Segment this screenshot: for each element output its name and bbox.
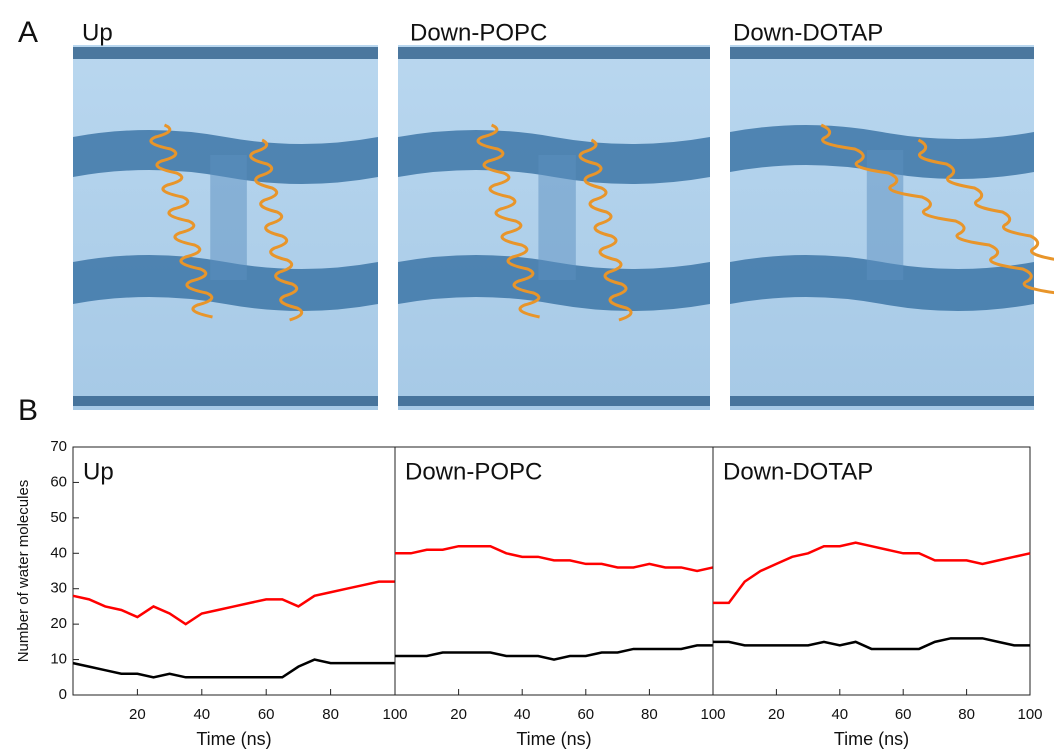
plot-frame <box>72 446 396 696</box>
x-tick-label: 100 <box>382 706 407 723</box>
membrane-band <box>73 396 378 406</box>
render-panels: Up Down-POPC Down-DOTAP <box>73 19 1054 410</box>
protein-helix <box>149 123 214 319</box>
y-tick-label: 30 <box>50 580 67 597</box>
chart-title: Up <box>83 458 114 485</box>
y-axis-label: Number of water molecules <box>15 480 32 663</box>
x-tick-label: 40 <box>514 706 531 723</box>
data-line <box>72 658 395 679</box>
membrane-band <box>398 47 710 59</box>
headgroup-layer <box>73 255 378 311</box>
image-label: Up <box>82 19 113 46</box>
data-line <box>713 637 1030 651</box>
data-line <box>395 644 713 661</box>
x-tick-label: 60 <box>895 706 912 723</box>
y-tick-label: 0 <box>59 686 67 703</box>
y-tick-label: 60 <box>50 473 67 490</box>
data-line <box>72 580 395 626</box>
image-label: Down-POPC <box>410 19 547 46</box>
x-axis-label: Time (ns) <box>196 729 271 749</box>
data-line <box>395 544 714 573</box>
y-tick-label: 10 <box>50 651 67 668</box>
x-tick-label: 40 <box>193 706 210 723</box>
chart-title: Down-POPC <box>405 458 542 485</box>
membrane-band <box>73 47 378 59</box>
x-tick-label: 40 <box>831 706 848 723</box>
water-channel <box>538 155 576 280</box>
y-tick-label: 20 <box>50 615 67 632</box>
x-tick-label: 80 <box>641 706 658 723</box>
water-channel <box>210 155 247 280</box>
panel-label: A <box>18 16 38 49</box>
protein-helix <box>820 123 1054 295</box>
protein-helix <box>578 138 633 322</box>
x-tick-label: 20 <box>768 706 785 723</box>
x-tick-label: 80 <box>958 706 975 723</box>
membrane-band <box>730 47 1034 59</box>
protein-helix <box>917 138 1054 261</box>
x-tick-label: 100 <box>700 706 725 723</box>
y-tick-label: 70 <box>50 438 67 455</box>
data-line <box>713 541 1031 605</box>
protein-helix <box>249 138 304 322</box>
x-tick-label: 20 <box>450 706 467 723</box>
x-tick-label: 100 <box>1017 706 1042 723</box>
y-tick-label: 40 <box>50 544 67 561</box>
x-tick-label: 60 <box>258 706 275 723</box>
protein-helix <box>476 123 541 319</box>
membrane-band <box>398 396 710 406</box>
charts: 20 40 60 80 100 0 10 20 30 40 50 60 70 Up Time (ns) Num… <box>15 438 1043 749</box>
x-tick-label: 80 <box>322 706 339 723</box>
image-label: Down-DOTAP <box>733 19 883 46</box>
headgroup-layer <box>730 255 1034 311</box>
x-axis-label: Time (ns) <box>834 729 909 749</box>
x-tick-label: 20 <box>129 706 146 723</box>
x-tick-label: 60 <box>577 706 594 723</box>
chart-title: Down-DOTAP <box>723 458 873 485</box>
y-tick-label: 50 <box>50 509 67 526</box>
headgroup-layer <box>398 255 710 311</box>
plot-frame <box>712 446 1031 696</box>
x-axis-label: Time (ns) <box>516 729 591 749</box>
panel-label: B <box>18 394 38 427</box>
membrane-band <box>730 396 1034 406</box>
